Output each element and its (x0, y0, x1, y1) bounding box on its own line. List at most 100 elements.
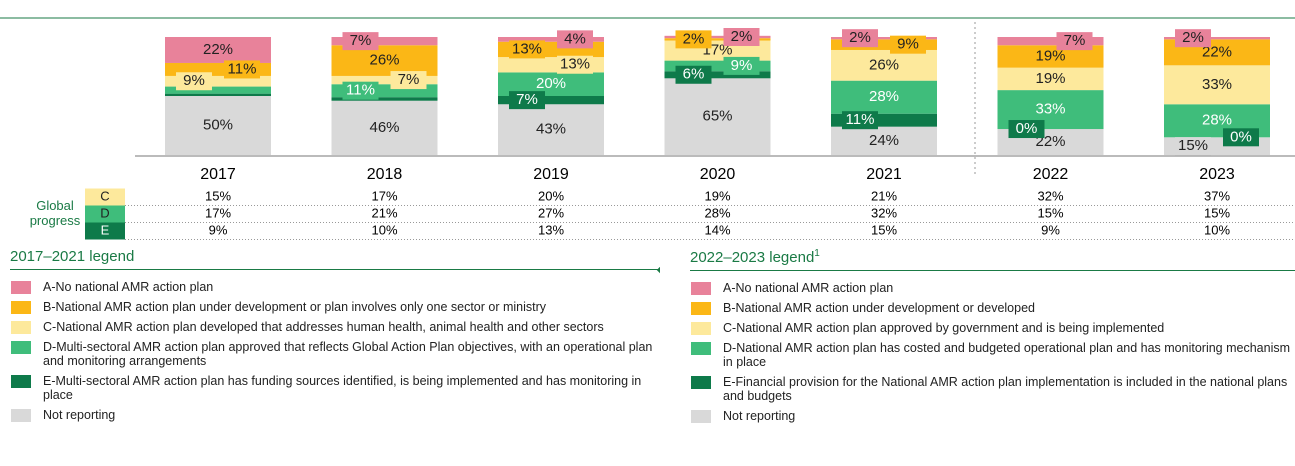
legend-label: B-National AMR action under development … (723, 301, 1035, 315)
label-box (723, 56, 760, 75)
bar-segment (165, 86, 271, 94)
table-cell: 9% (1041, 222, 1060, 237)
legend-item: C-National AMR action plan developed tha… (10, 320, 660, 334)
bar-segment (331, 100, 438, 155)
legend-item: B-National AMR action plan under develop… (10, 300, 660, 314)
legend-title: 2017–2021 legend (10, 248, 660, 275)
label-box (342, 32, 379, 51)
label-box (557, 55, 593, 74)
bar-segment (1164, 37, 1270, 40)
data-label: 33% (1035, 101, 1065, 118)
bar-segment (331, 45, 438, 76)
x-tick-label: 2019 (533, 166, 569, 183)
data-label: 0% (1016, 120, 1038, 137)
data-label: 26% (869, 56, 899, 73)
bar-segment (331, 37, 438, 46)
legend-swatch (691, 322, 711, 335)
row-key: D (100, 205, 109, 220)
legend-label: A-No national AMR action plan (723, 281, 894, 295)
data-label: 2% (683, 30, 705, 47)
data-label: 7% (350, 32, 372, 49)
row-key-box (85, 205, 125, 223)
bar-segment (331, 75, 438, 85)
label-box (557, 30, 593, 49)
data-label: 20% (536, 75, 566, 92)
data-label: 26% (369, 52, 399, 69)
legend-title-text: 2017–2021 legend (10, 248, 135, 265)
data-label: 24% (869, 132, 899, 149)
data-label: 15% (1178, 137, 1208, 154)
x-tick-label: 2017 (200, 166, 236, 183)
label-box (509, 91, 545, 110)
row-key: E (101, 222, 110, 237)
chart: Global progress 50% 9% 11% 22% 2017 46% 11% 7% 26… (0, 17, 1295, 240)
data-label: 2% (849, 29, 871, 46)
table-cell: 17% (371, 188, 397, 203)
legend-item: D-National AMR action plan has costed an… (690, 341, 1295, 369)
data-label: 2% (731, 28, 753, 45)
data-label: 7% (516, 91, 538, 108)
data-label: 11% (846, 111, 875, 128)
row-key-box (85, 188, 125, 206)
legend-label: Not reporting (43, 408, 116, 422)
row-key-box (85, 222, 125, 240)
label-box (390, 71, 427, 90)
bar-segment (831, 39, 937, 50)
table-cell: 15% (1037, 205, 1063, 220)
legend-swatch (11, 301, 31, 314)
legend-item: Not reporting (10, 408, 660, 422)
data-label: 28% (869, 88, 899, 105)
data-label: 22% (203, 41, 233, 58)
data-label: 9% (731, 57, 753, 74)
bar-segment (498, 104, 604, 155)
data-label: 19% (1035, 70, 1065, 87)
legend-item: Not reporting (690, 409, 1295, 423)
table-cell: 17% (205, 205, 231, 220)
data-label: 13% (512, 40, 542, 57)
table-cell: 10% (1204, 222, 1230, 237)
data-label: 0% (1230, 128, 1252, 145)
table-cell: 21% (371, 205, 397, 220)
label-box (1056, 32, 1093, 51)
bar-segment (331, 97, 438, 101)
label-box (1223, 128, 1259, 147)
table-cell: 37% (1204, 188, 1230, 203)
bar-segment (664, 60, 771, 72)
table-cell: 19% (704, 188, 730, 203)
legend-swatch (691, 282, 711, 295)
data-label: 22% (1202, 43, 1232, 60)
data-label: 6% (683, 66, 705, 83)
bar-segment (498, 96, 604, 105)
label-box (342, 81, 379, 100)
table-cell: 20% (538, 188, 564, 203)
table-cell: 32% (871, 205, 897, 220)
label-box (842, 29, 878, 48)
bar-segment (997, 45, 1104, 68)
table-cell: 15% (871, 222, 897, 237)
x-tick-label: 2021 (866, 166, 902, 183)
bar-segment (664, 71, 771, 79)
bar-segment (1164, 65, 1270, 105)
bar-segment (831, 37, 937, 40)
bar-segment (831, 80, 937, 114)
data-label: 46% (369, 119, 399, 136)
bar-segment (498, 72, 604, 96)
bar-segment (997, 37, 1104, 46)
legend-item: A-No national AMR action plan (10, 280, 660, 294)
table-cell: 14% (704, 222, 730, 237)
x-tick-label: 2020 (700, 166, 736, 183)
data-label: 13% (560, 56, 590, 73)
label-box (675, 65, 712, 84)
legend-label: B-National AMR action plan under develop… (43, 300, 547, 314)
data-label: 19% (1035, 47, 1065, 64)
legend-item: A-No national AMR action plan (690, 281, 1295, 295)
legend-label: Not reporting (723, 409, 796, 423)
legend-swatch (11, 321, 31, 334)
legend-swatch (11, 281, 31, 294)
data-label: 9% (897, 36, 919, 53)
table-cell: 28% (704, 205, 730, 220)
footnote-mark: 1 (814, 248, 820, 259)
table-cell: 13% (538, 222, 564, 237)
legend-item: D-Multi-sectoral AMR action plan approve… (10, 340, 660, 368)
label-box (509, 40, 545, 59)
